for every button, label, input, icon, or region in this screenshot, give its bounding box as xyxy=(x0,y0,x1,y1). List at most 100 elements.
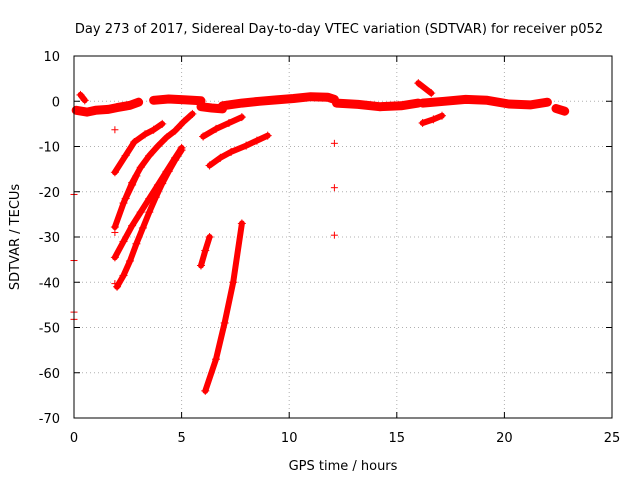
data-point xyxy=(179,117,188,126)
data-series-arc-4 xyxy=(114,147,185,290)
data-point xyxy=(72,106,81,115)
data-series-arc-10 xyxy=(415,80,435,97)
data-layer xyxy=(70,79,570,395)
data-point xyxy=(397,101,406,110)
data-point xyxy=(136,208,145,217)
data-series-arc-6 xyxy=(202,220,245,394)
data-point-outlier xyxy=(111,126,119,134)
x-tick-label: 10 xyxy=(281,431,298,446)
y-tick-label: 10 xyxy=(43,50,60,65)
data-point xyxy=(483,96,492,105)
data-point xyxy=(164,167,173,176)
data-point xyxy=(145,151,154,160)
data-point-outlier xyxy=(330,184,338,192)
data-point xyxy=(229,278,238,287)
data-point xyxy=(323,93,332,102)
data-point xyxy=(80,96,89,105)
x-tick-label: 0 xyxy=(70,431,78,446)
data-series-arc-12 xyxy=(77,91,88,104)
data-point xyxy=(306,92,315,101)
data-point xyxy=(125,256,134,265)
data-point xyxy=(375,102,384,111)
y-tick-label: -30 xyxy=(39,231,60,246)
data-point xyxy=(205,161,214,170)
y-tick-label: 0 xyxy=(52,95,60,110)
data-point xyxy=(461,95,470,104)
data-point xyxy=(199,132,208,141)
y-tick-label: -10 xyxy=(39,141,60,156)
data-point xyxy=(158,119,167,128)
data-point xyxy=(149,96,158,105)
chart-title: Day 273 of 2017, Sidereal Day-to-day VTE… xyxy=(75,22,603,37)
x-tick-label: 20 xyxy=(496,431,513,446)
y-tick-label: -50 xyxy=(39,322,60,337)
data-point xyxy=(196,102,205,111)
data-point xyxy=(205,233,214,241)
data-point xyxy=(543,98,552,107)
data-point xyxy=(201,386,210,395)
data-point xyxy=(164,94,173,103)
data-point xyxy=(130,137,139,146)
data-point xyxy=(134,98,143,107)
data-point xyxy=(171,156,180,165)
y-axis-label: SDTVAR / TECUs xyxy=(8,184,23,291)
y-tick-label: -60 xyxy=(39,367,60,382)
data-point xyxy=(216,153,225,162)
data-point xyxy=(224,118,233,127)
data-point xyxy=(354,100,363,109)
data-point xyxy=(128,221,137,230)
data-point xyxy=(237,99,246,108)
data-point xyxy=(437,111,446,120)
data-point xyxy=(427,89,436,98)
x-tick-label: 25 xyxy=(604,431,621,446)
y-tick-label: -70 xyxy=(39,412,60,427)
data-point xyxy=(145,208,154,217)
data-point xyxy=(125,101,134,110)
data-series-arc-9 xyxy=(206,132,271,169)
x-axis: 0 5 10 15 20 25 xyxy=(70,56,620,446)
data-point xyxy=(237,219,246,228)
data-point xyxy=(526,100,535,109)
y-tick-label: -20 xyxy=(39,186,60,201)
data-point xyxy=(418,99,427,108)
data-point-outlier xyxy=(111,228,119,236)
data-point-outlier xyxy=(330,139,338,147)
data-point xyxy=(207,104,216,113)
data-point xyxy=(149,125,158,134)
x-tick-label: 15 xyxy=(389,431,406,446)
data-point xyxy=(76,90,85,99)
x-tick-label: 5 xyxy=(177,431,185,446)
x-axis-label: GPS time / hours xyxy=(289,459,398,474)
data-point xyxy=(504,99,513,108)
data-point-outlier xyxy=(330,231,338,239)
data-point xyxy=(119,237,128,246)
data-point xyxy=(110,168,119,177)
data-point xyxy=(220,318,229,327)
data-point xyxy=(177,146,186,155)
data-point xyxy=(429,115,438,124)
data-point xyxy=(272,95,281,104)
data-point xyxy=(227,147,236,156)
data-point xyxy=(237,113,246,122)
data-point xyxy=(132,171,141,180)
data-point xyxy=(110,253,119,262)
data-point xyxy=(252,136,261,145)
data-point-outlier xyxy=(111,280,119,288)
data-point xyxy=(212,355,221,364)
data-point xyxy=(151,193,160,202)
data-point xyxy=(104,105,113,114)
data-point xyxy=(153,142,162,151)
data-series-band-mid-c xyxy=(218,92,339,111)
data-point xyxy=(289,94,298,103)
data-point xyxy=(414,79,423,88)
y-tick-label: -40 xyxy=(39,276,60,291)
data-point xyxy=(560,107,569,116)
data-series-band-early-a xyxy=(71,97,144,117)
data-point xyxy=(171,126,180,135)
data-point xyxy=(121,151,130,160)
data-point xyxy=(255,97,264,106)
data-point xyxy=(91,106,100,115)
y-axis: 10 0 -10 -20 -30 -40 -50 -60 -70 xyxy=(39,50,612,427)
data-point xyxy=(158,179,167,188)
